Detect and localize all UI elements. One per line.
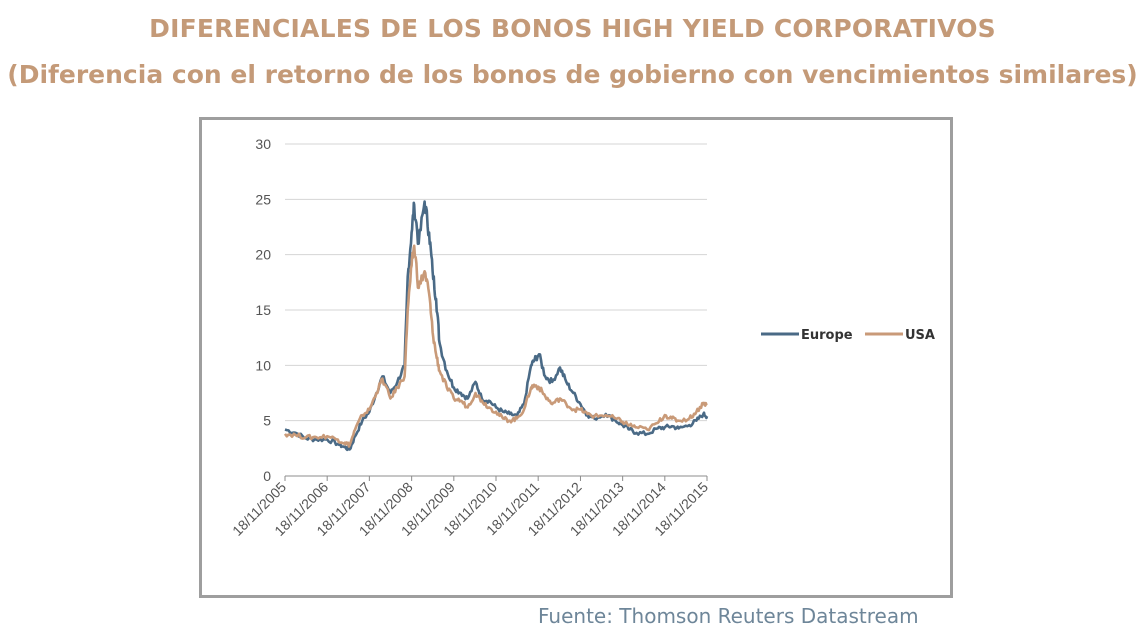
y-tick-label: 0 (263, 468, 271, 484)
series-line-usa (283, 244, 708, 448)
y-tick-label: 30 (255, 136, 271, 152)
grid-lines (285, 143, 707, 477)
y-tick-label: 25 (255, 191, 271, 207)
chart-title: DIFERENCIALES DE LOS BONOS HIGH YIELD CO… (149, 14, 996, 43)
chart-subtitle: (Diferencia con el retorno de los bonos … (7, 60, 1138, 89)
y-tick-label: 10 (255, 357, 271, 373)
chart-frame (199, 117, 953, 598)
y-tick-label: 15 (255, 302, 271, 318)
legend: Europe USA (761, 328, 935, 343)
legend-label-usa: USA (905, 328, 935, 343)
x-axis-ticks: 18/11/200518/11/200618/11/200718/11/2008… (229, 476, 711, 539)
source-note: Fuente: Thomson Reuters Datastream (538, 604, 919, 628)
y-tick-label: 5 (263, 413, 271, 429)
series-lines (283, 200, 709, 452)
y-tick-label: 20 (255, 247, 271, 263)
y-axis-ticks: 0 5 10 15 20 25 30 (255, 136, 271, 484)
legend-label-europe: Europe (801, 328, 853, 343)
